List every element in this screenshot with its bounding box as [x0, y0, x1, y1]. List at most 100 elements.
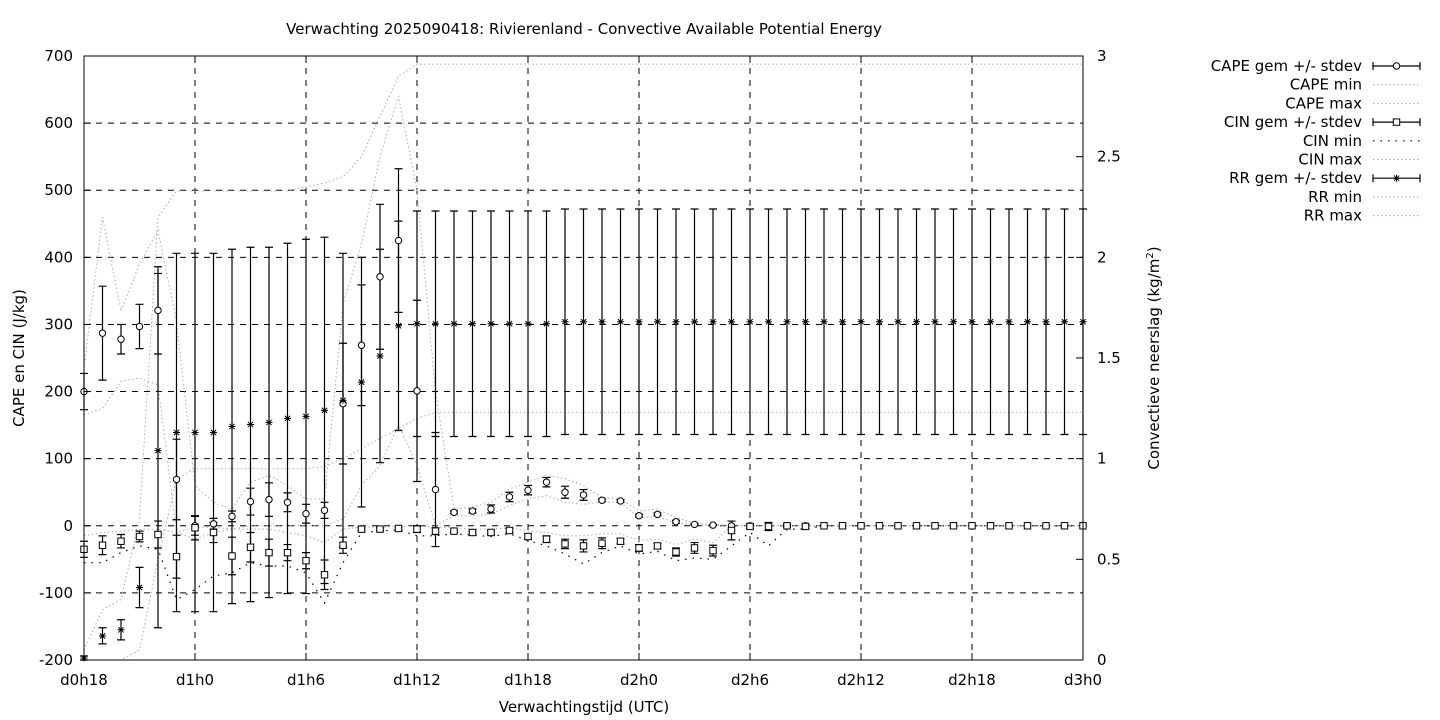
y-tick-label: 0 [63, 517, 73, 535]
y2-label-superscript: 2 [1145, 252, 1156, 258]
cape-gem-stdev-point [672, 518, 680, 526]
rr-gem-stdev-point [728, 318, 735, 326]
cape-gem-stdev-point [283, 498, 292, 506]
cape-gem-stdev-point [172, 475, 181, 484]
y2-tick-label: 3 [1097, 47, 1107, 65]
rr-max-line [83, 63, 1083, 651]
rr-gem-stdev-point [672, 318, 680, 326]
cape-gem-stdev-point [320, 506, 329, 515]
cin-gem-stdev-point [616, 537, 625, 545]
rr-gem-stdev-point [894, 318, 902, 326]
rr-gem-stdev-point [247, 420, 254, 428]
cin-gem-stdev-point [431, 527, 440, 535]
cin-gem-stdev-point [949, 522, 958, 530]
legend-label-cin-max: CIN max [1298, 151, 1362, 169]
cin-gem-stdev-point [857, 522, 865, 530]
x-tick-label: d1h0 [176, 671, 214, 689]
cin-gem-stdev-point [709, 546, 717, 555]
rr-gem-stdev-point [284, 414, 291, 422]
cin-gem-stdev-point [894, 522, 902, 530]
x-axis-ticks: d0h18 d1h0 d1h6 d1h12 d1h18 d2h0 d2h6 d2h12 d2h1… [60, 56, 1102, 689]
rr-gem-stdev-point [857, 318, 865, 326]
rr-gem-stdev-point [302, 412, 310, 420]
cape-gem-stdev-point [394, 236, 403, 245]
rr-gem-stdev-point [950, 318, 957, 326]
rr-gem-stdev-point [876, 318, 883, 326]
cin-gem-stdev-point [727, 526, 736, 535]
y-tick-label: 300 [44, 315, 73, 333]
cin-gem-stdev-point [783, 522, 791, 530]
cape-gem-stdev-point [653, 510, 662, 519]
cin-gem-stdev-point [579, 542, 588, 550]
rr-gem-stdev-point [987, 318, 994, 326]
rr-gem-stdev-point [913, 318, 920, 326]
cape-gem-stdev-point [561, 488, 569, 496]
y2-axis-ticks: 0 0.5 1 1.5 2 2.5 3 [1076, 47, 1121, 669]
rr-gem-stdev-point [339, 396, 347, 404]
cape-gem-stdev-point [579, 491, 588, 499]
cin-gem-stdev-point [820, 522, 828, 530]
rr-gem-stdev-point [358, 378, 365, 386]
cape-gem-stdev-point [431, 485, 440, 494]
cin-gem-stdev-point [98, 541, 107, 549]
cape-gem-stdev-point [117, 335, 125, 343]
cape-gem-stdev-point [505, 493, 514, 501]
cin-gem-stdev-point [968, 522, 976, 530]
x-tick-label: d2h0 [620, 671, 658, 689]
cape-gem-stdev-point [209, 520, 218, 528]
legend-label-cin-min: CIN min [1303, 132, 1362, 150]
rr-gem-stdev-point [765, 318, 772, 326]
rr-gem-stdev-point [136, 584, 143, 592]
cin-gem-stdev-point [191, 524, 199, 532]
y-axis-ticks: -200 -100 0 100 200 300 400 500 600 700 [39, 47, 91, 669]
rr-gem-stdev-point [376, 352, 384, 360]
cape-gem-stdev-point [598, 496, 606, 504]
rr-gem-stdev-point [99, 632, 106, 640]
cin-gem-stdev-point [339, 541, 347, 549]
cin-gem-stdev-point [746, 522, 754, 531]
rr-gem-stdev-point [395, 322, 402, 330]
cin-gem-stdev-point [394, 524, 403, 533]
rr-gem-stdev-point [580, 318, 587, 326]
y-axis-label: CAPE en CIN (J/kg) [10, 289, 28, 427]
rr-gem-stdev-point [524, 320, 532, 328]
rr-gem-stdev-point [154, 447, 162, 455]
cin-gem-stdev-point [635, 544, 643, 552]
cape-gem-stdev-point [635, 512, 643, 520]
cin-gem-stdev-point [376, 525, 384, 533]
rr-gem-stdev-point [1061, 318, 1068, 326]
cape-gem-stdev-point [376, 273, 384, 281]
y2-tick-label: 1.5 [1097, 349, 1121, 367]
rr-gem-stdev-point [450, 320, 458, 328]
legend-marker-cape-gem-stdev [1392, 62, 1401, 70]
rr-gem-stdev-point [321, 406, 328, 414]
rr-gem-stdev-point [210, 428, 217, 436]
rr-gem-stdev-point [561, 318, 569, 326]
legend-label-rr-min: RR min [1308, 188, 1362, 206]
cin-gem-stdev-point [209, 528, 218, 537]
legend-label-cape-max: CAPE max [1285, 94, 1362, 112]
cape-gem-stdev-point [98, 329, 107, 337]
cin-gem-stdev-point [505, 526, 514, 535]
cin-gem-stdev-point [690, 544, 699, 552]
x-tick-label: d2h18 [948, 671, 996, 689]
x-axis-label: Verwachtingstijd (UTC) [499, 698, 670, 716]
rr-gem-stdev-point [506, 320, 513, 328]
cin-gem-stdev-point [265, 548, 273, 557]
cin-gem-stdev-point [1060, 522, 1069, 530]
y-tick-label: -200 [39, 651, 73, 669]
cin-gem-stdev-point [838, 522, 847, 530]
cin-gem-stdev-point [912, 522, 921, 530]
data-markers [80, 236, 1087, 662]
cin-gem-stdev-point [154, 530, 162, 539]
cin-gem-stdev-point [228, 552, 236, 560]
y2-tick-label: 1 [1097, 450, 1107, 468]
cape-gem-stdev-point [468, 507, 477, 515]
y2-tick-label: 2.5 [1097, 148, 1121, 166]
rr-gem-stdev-point [432, 320, 439, 328]
cin-gem-stdev-point [135, 532, 144, 541]
rr-gem-stdev-point [820, 318, 828, 326]
cape-gem-stdev-point [228, 512, 236, 521]
